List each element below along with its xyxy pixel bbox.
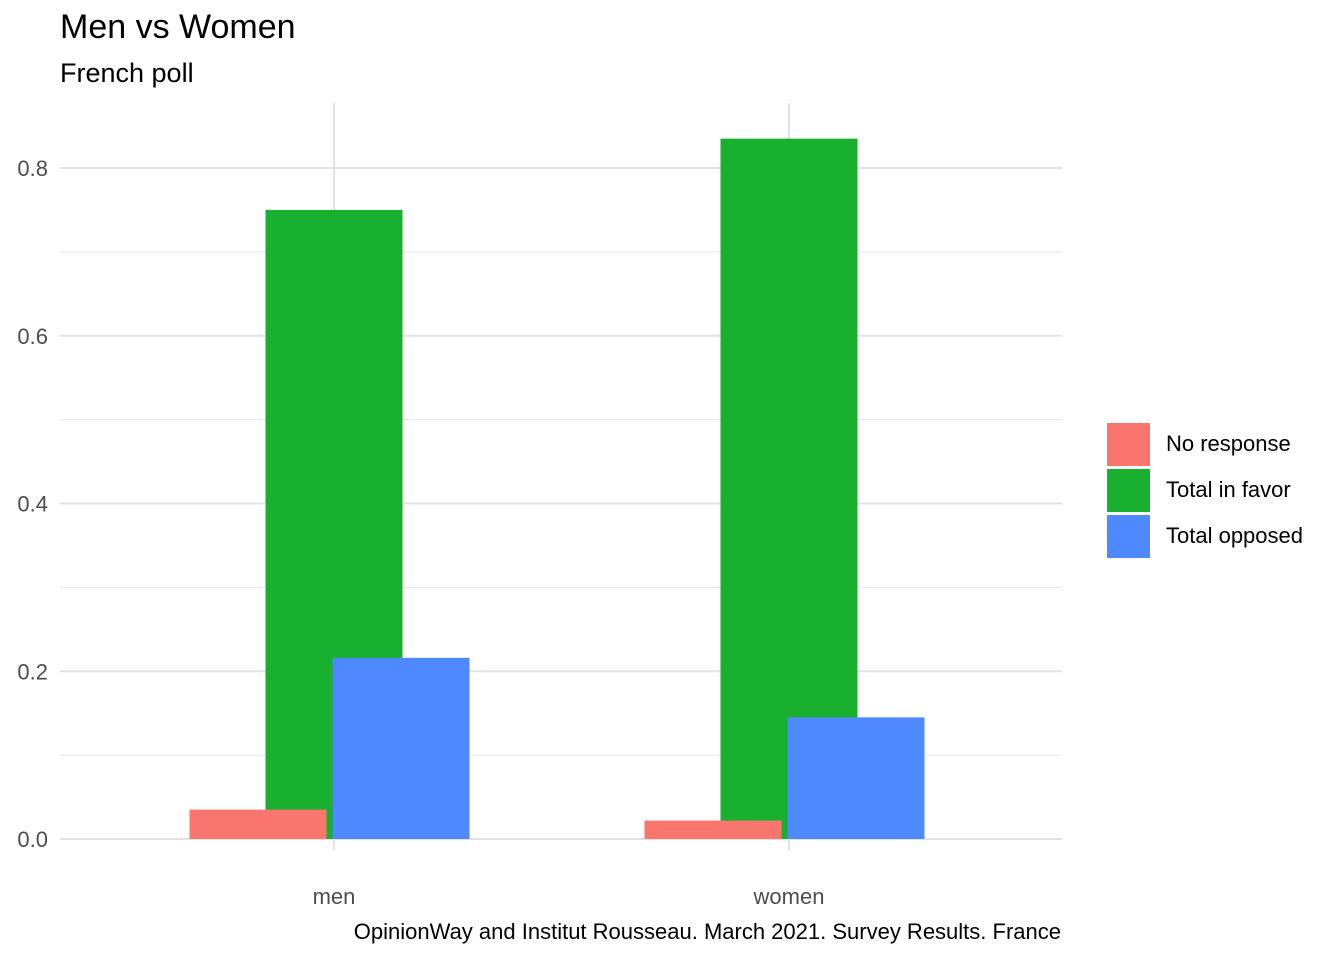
legend-label: Total in favor xyxy=(1166,477,1291,502)
y-tick-label: 0.6 xyxy=(17,324,48,349)
y-tick-label: 0.2 xyxy=(17,659,48,684)
y-tick-label: 0.0 xyxy=(17,827,48,852)
bar-no-response-men xyxy=(189,809,327,839)
axis-labels: 0.0 0.2 0.4 0.6 0.8 men women xyxy=(17,156,824,909)
legend: No response Total in favor Total opposed xyxy=(1107,421,1303,559)
y-tick-label: 0.8 xyxy=(17,156,48,181)
legend-item-no-response: No response xyxy=(1107,421,1303,467)
chart-title: Men vs Women xyxy=(60,8,296,46)
y-tick-label: 0.4 xyxy=(17,492,48,517)
x-tick-label: men xyxy=(313,884,356,909)
chart-subtitle: French poll xyxy=(60,58,194,88)
legend-key-total-opposed xyxy=(1107,514,1150,558)
legend-item-total-opposed: Total opposed xyxy=(1107,513,1303,559)
legend-item-total-in-favor: Total in favor xyxy=(1107,467,1303,513)
bar-total-opposed-men xyxy=(332,657,470,839)
chart-caption: OpinionWay and Institut Rousseau. March … xyxy=(353,919,1061,944)
legend-label: No response xyxy=(1166,431,1291,456)
x-tick-label: women xyxy=(753,884,825,909)
bar-no-response-women xyxy=(644,820,782,839)
legend-label: Total opposed xyxy=(1166,523,1303,548)
bar-total-opposed-women xyxy=(787,717,925,839)
legend-key-no-response xyxy=(1107,422,1150,466)
bars xyxy=(189,138,925,840)
legend-key-total-in-favor xyxy=(1107,468,1150,512)
